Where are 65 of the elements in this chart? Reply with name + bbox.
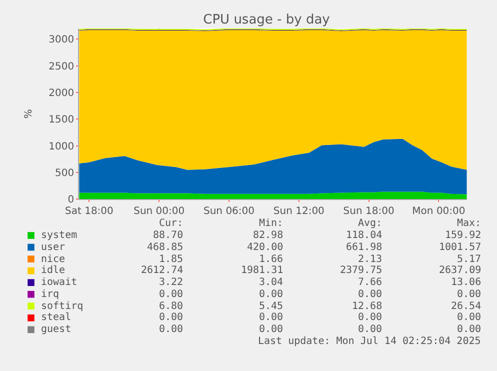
text: 2.13	[358, 254, 382, 265]
text: 0.00	[259, 289, 284, 300]
x-tick-label: Sun 18:00	[343, 206, 394, 218]
text: Last update: Mon Jul 14 02:25:04 2025	[258, 336, 481, 347]
y-axis-title: %	[24, 109, 35, 119]
text: Avg:	[358, 218, 382, 229]
legend-label: softirq	[41, 301, 84, 312]
text: 0.00	[457, 289, 482, 300]
y-tick-label: 2000	[48, 88, 74, 99]
legend-label: user	[41, 242, 66, 253]
text: 0.00	[358, 312, 382, 323]
text: 0.00	[259, 324, 284, 335]
legend-label: nice	[41, 254, 66, 265]
text: 13.06	[451, 277, 482, 288]
text: 0.00	[159, 312, 184, 323]
text: 2637.09	[439, 265, 482, 276]
legend-label: system	[41, 230, 78, 241]
x-tick-label: Sun 06:00	[203, 206, 255, 218]
legend-label: guest	[41, 324, 72, 335]
x-tick-label: Sun 00:00	[134, 206, 185, 218]
text: 82.98	[253, 230, 284, 241]
y-tick-label: 1000	[48, 141, 74, 152]
x-tick-label: Sat 18:00	[65, 206, 114, 218]
text: 2379.75	[340, 265, 382, 276]
text: 1.85	[159, 254, 184, 265]
text: 1.66	[259, 254, 284, 265]
text: 2612.74	[141, 265, 184, 276]
text: 0.00	[457, 324, 482, 335]
text: 3.22	[159, 277, 184, 288]
y-tick-label: 500	[55, 168, 74, 179]
y-tick-label: 1500	[48, 114, 74, 126]
text: 26.54	[451, 301, 482, 312]
text: 0.00	[358, 324, 382, 335]
text: 118.04	[346, 230, 382, 241]
legend-label: steal	[41, 312, 72, 323]
x-tick-label: Mon 00:00	[412, 206, 466, 218]
text: 1981.31	[241, 265, 284, 276]
text: 0.00	[159, 289, 184, 300]
text: 1001.57	[439, 242, 482, 253]
legend-label: idle	[41, 265, 66, 276]
text: 6.80	[159, 301, 184, 312]
text: 12.68	[352, 301, 382, 312]
text: 0.00	[159, 324, 184, 335]
legend-label: irq	[41, 289, 60, 300]
text: 3.04	[259, 277, 284, 288]
text: 468.85	[147, 242, 184, 253]
y-tick-label: 3000	[48, 34, 74, 46]
text: 5.45	[259, 301, 284, 312]
chart-title: CPU usage - by day	[203, 12, 330, 28]
text: Max:	[457, 218, 482, 229]
y-tick-label: 2500	[48, 61, 74, 72]
text: 420.00	[247, 242, 284, 253]
text: 0.00	[457, 312, 482, 323]
text: Min:	[259, 218, 284, 229]
text: Cur:	[159, 218, 184, 229]
legend-label: iowait	[41, 277, 78, 288]
text: 5.17	[457, 254, 482, 265]
text: 0.00	[358, 289, 382, 300]
text: 7.66	[358, 277, 382, 288]
x-tick-label: Sun 12:00	[273, 206, 324, 218]
text: 88.70	[153, 230, 184, 241]
text: 661.98	[346, 242, 382, 253]
text: 159.92	[445, 230, 482, 241]
y-tick-label: 0	[68, 194, 74, 206]
text: 0.00	[259, 312, 284, 323]
